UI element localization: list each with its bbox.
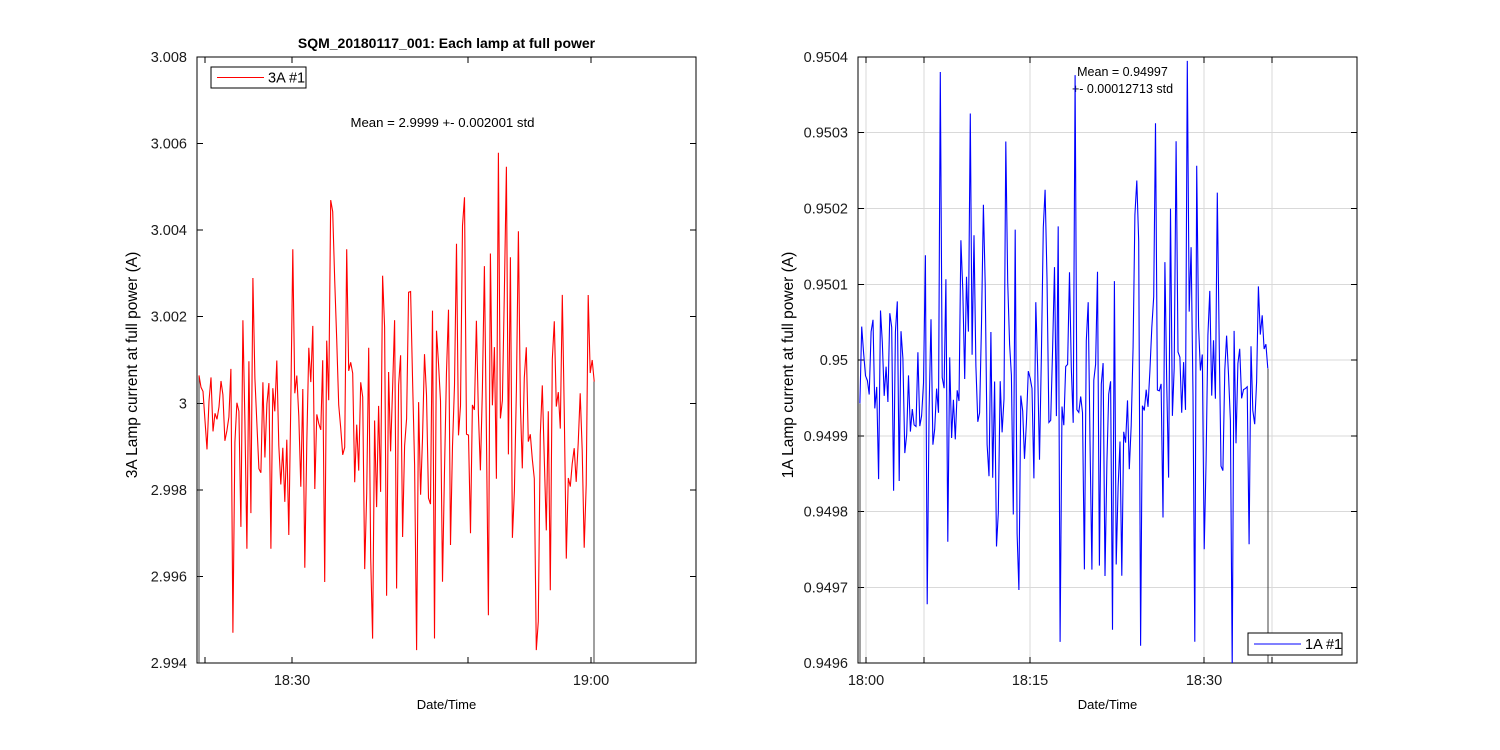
svg-text:18:00: 18:00 [848,673,884,689]
svg-text:1A Lamp current at full power: 1A Lamp current at full power (A) [780,252,797,479]
svg-text:Date/Time: Date/Time [1078,697,1137,712]
svg-text:0.9497: 0.9497 [804,580,848,596]
svg-text:3.004: 3.004 [151,223,187,239]
svg-text:0.9502: 0.9502 [804,202,848,218]
svg-text:0.9503: 0.9503 [804,126,848,142]
svg-text:3.006: 3.006 [151,137,187,153]
svg-text:2.994: 2.994 [151,656,187,672]
svg-text:0.9498: 0.9498 [804,505,848,521]
svg-text:3.008: 3.008 [151,50,187,66]
svg-text:19:00: 19:00 [573,673,609,689]
svg-text:SQM_20180117_001: Each lamp at: SQM_20180117_001: Each lamp at full powe… [298,35,596,51]
svg-text:0.9501: 0.9501 [804,277,848,293]
svg-text:+- 0.00012713 std: +- 0.00012713 std [1072,82,1173,96]
svg-text:3: 3 [179,396,187,412]
svg-text:2.996: 2.996 [151,569,187,585]
svg-text:18:30: 18:30 [274,673,310,689]
svg-text:0.9496: 0.9496 [804,656,848,672]
svg-text:3A #1: 3A #1 [268,71,305,87]
svg-text:0.95: 0.95 [820,353,848,369]
svg-text:1A #1: 1A #1 [1305,637,1342,653]
svg-text:Mean = 0.94997: Mean = 0.94997 [1077,65,1168,79]
svg-text:Mean = 2.9999 +- 0.002001 std: Mean = 2.9999 +- 0.002001 std [350,115,534,130]
svg-text:0.9499: 0.9499 [804,429,848,445]
svg-text:2.998: 2.998 [151,483,187,499]
svg-text:3.002: 3.002 [151,310,187,326]
svg-text:18:30: 18:30 [1186,673,1222,689]
svg-text:3A Lamp current at full power: 3A Lamp current at full power (A) [124,252,141,479]
svg-text:0.9504: 0.9504 [804,50,848,66]
svg-text:18:15: 18:15 [1012,673,1048,689]
svg-text:Date/Time: Date/Time [417,697,476,712]
